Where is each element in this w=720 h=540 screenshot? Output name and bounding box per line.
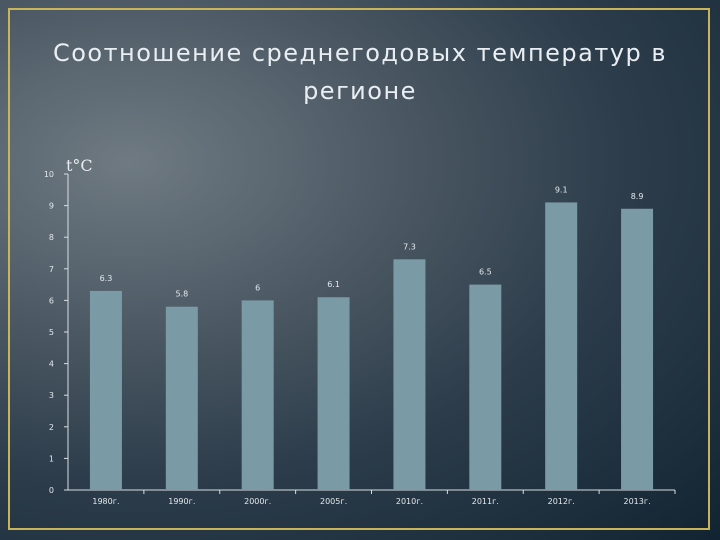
x-tick-label: 2010г. — [396, 497, 423, 506]
x-tick-label: 1990г. — [168, 497, 195, 506]
bar — [621, 208, 654, 490]
bar — [545, 202, 578, 490]
slide-frame — [8, 8, 710, 530]
y-tick-label: 1 — [49, 454, 54, 463]
bar — [89, 290, 122, 490]
y-tick-label: 3 — [49, 391, 54, 400]
bar — [393, 259, 426, 490]
data-label: 7.3 — [403, 242, 416, 251]
y-tick-label: 5 — [49, 328, 54, 337]
data-label: 5.8 — [175, 290, 188, 299]
unit-label: t°C — [66, 156, 93, 175]
data-label: 8.9 — [631, 192, 644, 201]
data-label: 6 — [255, 283, 260, 292]
bar — [165, 306, 198, 490]
data-label: 6.1 — [327, 280, 340, 289]
y-tick-label: 9 — [49, 202, 54, 211]
y-tick-label: 2 — [49, 423, 54, 432]
bar — [241, 300, 274, 490]
bar — [317, 297, 350, 490]
bar — [469, 284, 502, 490]
y-tick-label: 7 — [49, 265, 54, 274]
data-label: 6.5 — [479, 268, 492, 277]
y-tick-label: 8 — [49, 233, 54, 242]
y-tick-label: 6 — [49, 296, 54, 305]
x-tick-label: 2005г. — [320, 497, 347, 506]
x-tick-label: 2000г. — [244, 497, 271, 506]
y-tick-label: 10 — [44, 170, 54, 179]
y-tick-label: 0 — [49, 486, 54, 495]
slide-title: Соотношение среднегодовых температур в р… — [52, 39, 668, 105]
x-tick-label: 1980г. — [92, 497, 119, 506]
x-tick-label: 2011г. — [472, 497, 499, 506]
data-label: 6.3 — [100, 274, 113, 283]
data-label: 9.1 — [555, 185, 568, 194]
y-tick-label: 4 — [49, 360, 54, 369]
x-tick-label: 2012г. — [548, 497, 575, 506]
x-tick-label: 2013г. — [624, 497, 651, 506]
